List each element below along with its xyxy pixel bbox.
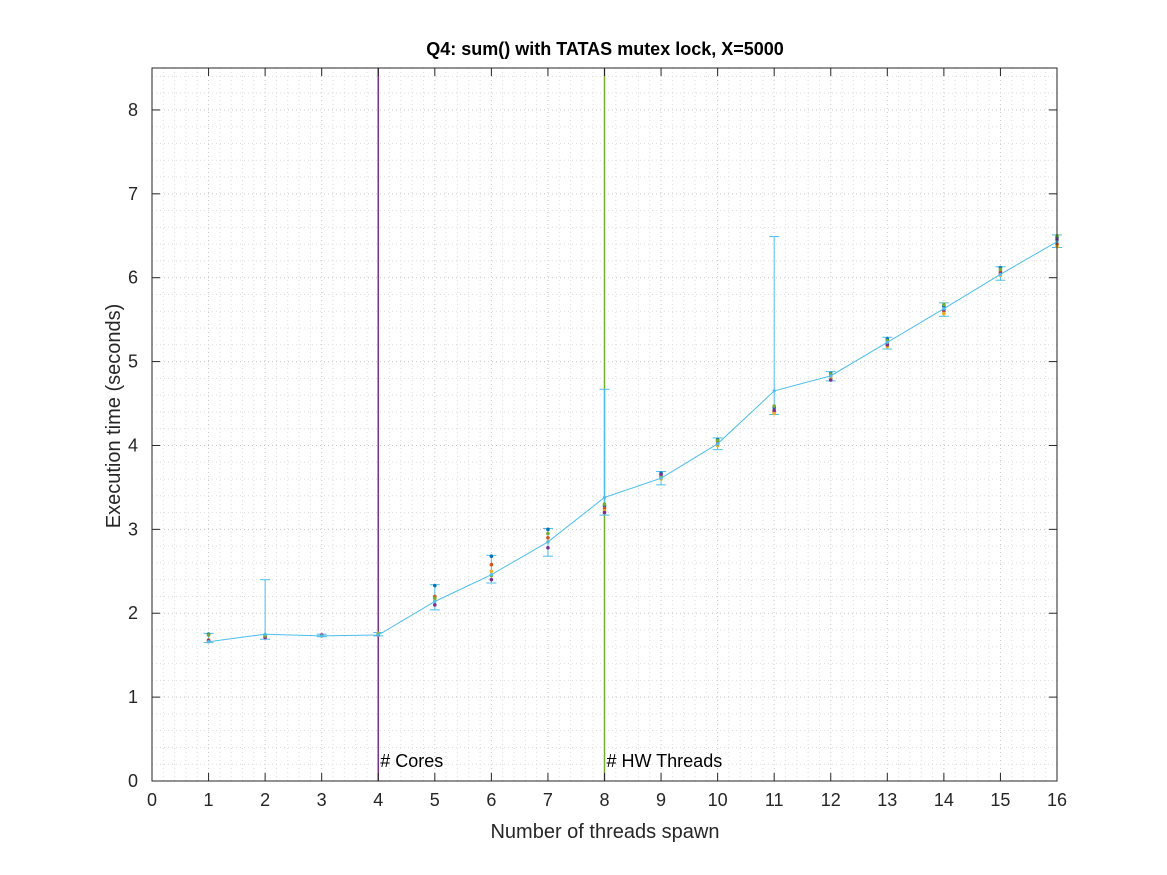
chart-title: Q4: sum() with TATAS mutex lock, X=5000: [426, 39, 784, 59]
x-tick-label: 10: [708, 790, 728, 810]
y-tick-label: 3: [128, 519, 138, 539]
sample-point: [546, 535, 550, 540]
mean-point: [772, 389, 776, 393]
x-tick-label: 7: [543, 790, 553, 810]
x-tick-label: 15: [990, 790, 1010, 810]
x-tick-label: 9: [656, 790, 666, 810]
annotations: # Cores # HW Threads: [380, 751, 722, 771]
x-tick-label: 6: [486, 790, 496, 810]
x-tick-label: 2: [260, 790, 270, 810]
mean-point: [433, 599, 437, 604]
mean-line: [208, 241, 1058, 643]
sample-point: [489, 577, 494, 582]
y-tick-label: 1: [128, 687, 138, 707]
x-tick-label: 16: [1047, 790, 1067, 810]
sample-point: [433, 596, 437, 600]
mean-point: [659, 476, 663, 480]
sample-point: [942, 302, 946, 307]
sample-point: [546, 546, 550, 550]
sample-point: [942, 311, 946, 316]
sample-point: [715, 438, 720, 443]
sample-point: [206, 633, 211, 637]
mean-point: [885, 340, 889, 344]
data-series: [203, 233, 1062, 644]
x-tick-label: 14: [934, 790, 954, 810]
x-tick-label: 0: [147, 790, 157, 810]
mean-point: [376, 633, 380, 637]
mean-point: [320, 634, 324, 638]
sample-point: [602, 502, 607, 506]
y-tick-label: 5: [128, 352, 138, 372]
sample-point: [546, 531, 550, 536]
sample-point: [489, 569, 494, 574]
y-tick-label: 6: [128, 268, 138, 288]
mean-point: [829, 374, 833, 378]
x-tick-label: 4: [373, 790, 383, 810]
mean-point: [489, 573, 493, 577]
sample-point: [433, 583, 437, 588]
y-tick-label: 2: [128, 603, 138, 623]
mean-point: [998, 272, 1003, 276]
mean-point: [546, 540, 550, 544]
sample-point: [772, 404, 776, 408]
y-axis-label: Execution time (seconds): [103, 304, 125, 529]
x-tick-label: 3: [317, 790, 327, 810]
y-tick-label: 7: [128, 184, 138, 204]
sample-point: [998, 267, 1003, 272]
sample-point: [489, 562, 494, 567]
mean-point: [716, 442, 720, 446]
sample-point: [828, 378, 833, 382]
x-axis-label: Number of threads spawn: [490, 821, 719, 843]
x-tick-label: 5: [430, 790, 440, 810]
x-tick-label: 13: [877, 790, 897, 810]
reference-line-label: # HW Threads: [607, 751, 723, 771]
sample-point: [772, 408, 776, 413]
x-tick-label: 11: [765, 790, 784, 810]
y-tick-label: 4: [128, 435, 138, 455]
sample-point: [772, 411, 776, 416]
mean-point: [263, 632, 267, 636]
sample-point: [546, 527, 550, 532]
y-tick-label: 0: [128, 771, 138, 791]
sample-point: [659, 473, 663, 477]
sample-point: [602, 510, 607, 515]
sample-point: [885, 343, 890, 347]
x-tick-label: 8: [599, 790, 609, 810]
x-tick-label: 12: [821, 790, 841, 810]
mean-point: [206, 640, 211, 644]
sample-point: [433, 603, 437, 607]
mean-point: [602, 495, 607, 500]
mean-point: [942, 307, 946, 311]
sample-point: [489, 554, 494, 558]
x-tick-label: 1: [204, 790, 214, 810]
y-tick-label: 8: [128, 100, 138, 120]
sample-point: [602, 506, 607, 511]
reference-line-label: # Cores: [380, 751, 443, 771]
